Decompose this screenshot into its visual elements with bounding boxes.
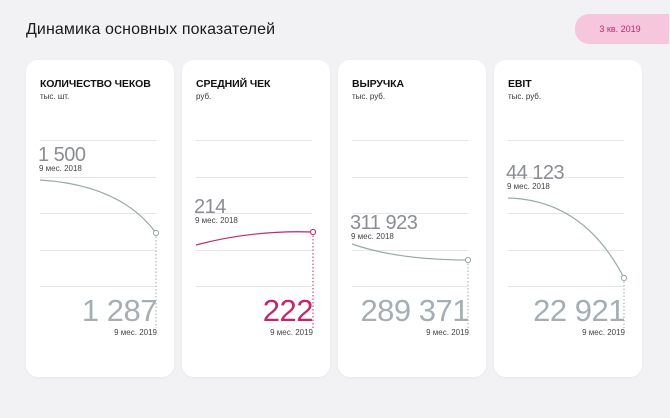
trend-chart [507,197,628,328]
gridline [352,140,468,141]
card-title: СРЕДНИЙ ЧЕК [196,78,271,90]
current-value: 22 921 [533,293,625,328]
end-point [152,229,160,237]
card-title: EBIT [508,78,532,90]
metric-card-receipts: КОЛИЧЕСТВО ЧЕКОВ тыс. шт. 1 500 9 мес. 2… [26,60,174,377]
trend-chart [39,179,160,328]
gridline [196,177,312,178]
previous-value: 214 [194,196,226,218]
gridline [40,140,156,141]
gridline [352,213,468,214]
gridline [40,286,156,287]
gridline [196,286,312,287]
previous-value: 1 500 [38,144,86,166]
metric-card-average-check: СРЕДНИЙ ЧЕК руб. 214 9 мес. 2018 222 9 м… [182,60,330,377]
gridline [508,140,624,141]
trend-curve [39,179,157,234]
previous-value: 44 123 [506,162,565,184]
previous-period-label: 9 мес. 2018 [351,232,394,241]
metric-card-revenue: ВЫРУЧКА тыс. руб. 311 923 9 мес. 2018 28… [338,60,486,377]
end-point [620,274,628,282]
current-period-label: 9 мес. 2019 [426,328,469,337]
previous-value: 311 923 [350,212,418,234]
trend-curve [351,243,469,261]
trend-chart [195,228,317,328]
previous-period-label: 9 мес. 2018 [507,182,550,191]
previous-period-label: 9 мес. 2018 [39,164,82,173]
gridline [508,177,624,178]
card-title: КОЛИЧЕСТВО ЧЕКОВ [40,78,151,90]
metric-card-ebit: EBIT тыс. руб. 44 123 9 мес. 2018 22 921… [494,60,642,377]
page-title: Динамика основных показателей [26,21,276,38]
card-unit: руб. [196,92,212,101]
gridline [352,177,468,178]
current-value: 1 287 [81,293,158,328]
gridline [352,286,468,287]
gridline [40,250,156,251]
end-point [464,256,472,264]
card-title: ВЫРУЧКА [352,78,404,90]
current-period-label: 9 мес. 2019 [582,328,625,337]
gridline [352,250,468,251]
gridline [40,213,156,214]
current-value: 289 371 [360,293,469,328]
previous-period-label: 9 мес. 2018 [195,216,238,225]
gridline [508,250,624,251]
gridline [196,250,312,251]
end-point [309,228,317,236]
current-period-label: 9 мес. 2019 [270,328,313,337]
trend-chart [351,243,472,328]
trend-curve [195,231,314,246]
card-unit: тыс. руб. [508,92,542,101]
card-unit: тыс. руб. [352,92,386,101]
trend-curve [507,197,625,279]
current-value: 222 [262,293,314,328]
gridline [196,140,312,141]
gridline [40,177,156,178]
card-unit: тыс. шт. [40,92,70,101]
gridline [196,213,312,214]
gridline [508,286,624,287]
period-badge[interactable]: 3 кв. 2019 [575,14,669,44]
current-period-label: 9 мес. 2019 [114,328,157,337]
